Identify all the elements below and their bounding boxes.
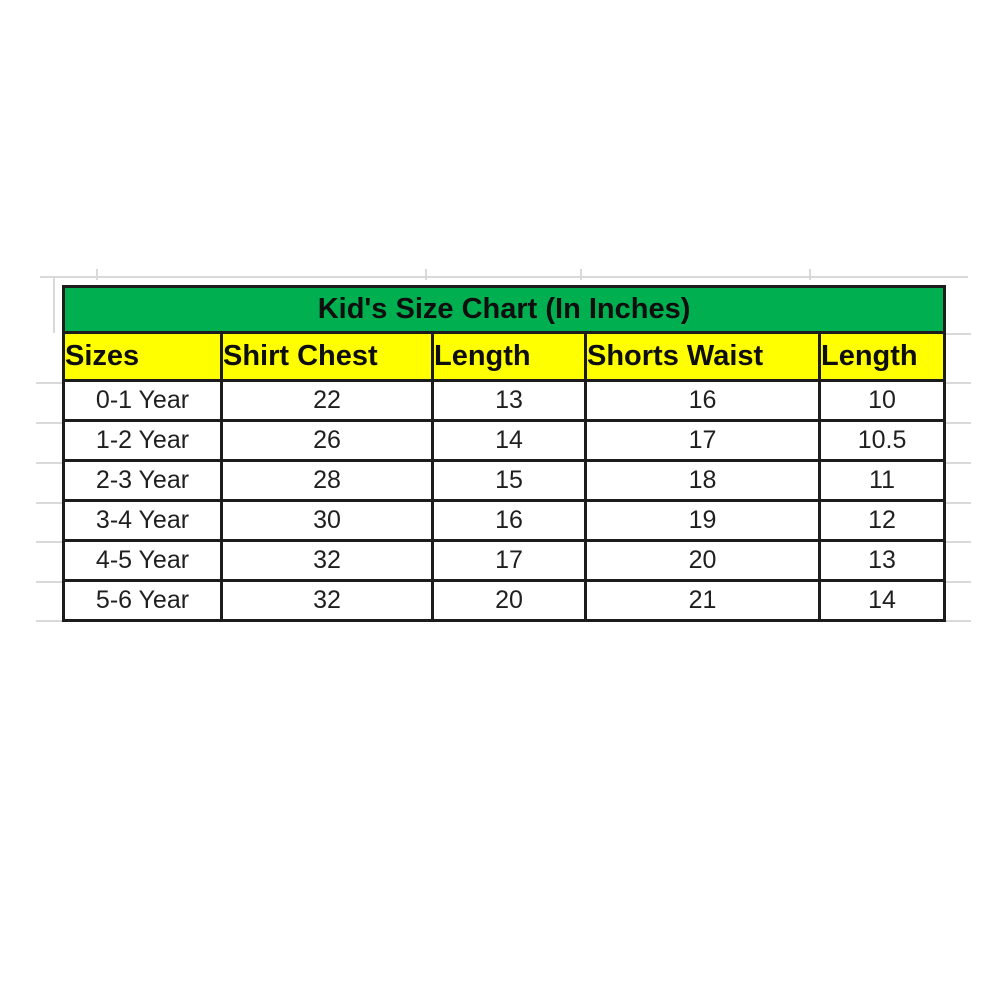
cell-shorts-waist: 16 bbox=[584, 379, 821, 422]
cell-size: 5-6 Year bbox=[62, 579, 223, 622]
cell-shirt-chest: 22 bbox=[220, 379, 434, 422]
header-row: Sizes Shirt Chest Length Shorts Waist Le… bbox=[62, 331, 947, 382]
cell-shirt-chest: 32 bbox=[220, 579, 434, 622]
cell-shorts-waist: 18 bbox=[584, 459, 821, 502]
cell-shirt-length: 17 bbox=[431, 539, 587, 582]
table-title: Kid's Size Chart (In Inches) bbox=[61, 285, 947, 334]
cell-shorts-length: 10.5 bbox=[817, 419, 947, 462]
table-row: 1-2 Year 26 14 17 10.5 bbox=[62, 419, 947, 462]
table-row: 3-4 Year 30 16 19 12 bbox=[62, 499, 947, 542]
cell-shirt-length: 14 bbox=[431, 419, 587, 462]
cell-size: 1-2 Year bbox=[62, 419, 223, 462]
cell-shorts-length: 10 bbox=[817, 379, 947, 422]
gridline bbox=[943, 502, 971, 504]
cell-shirt-length: 16 bbox=[431, 499, 587, 542]
size-chart-table: Kid's Size Chart (In Inches) Sizes Shirt… bbox=[61, 285, 947, 622]
cell-shirt-length: 15 bbox=[431, 459, 587, 502]
cell-shorts-waist: 17 bbox=[584, 419, 821, 462]
cell-shorts-length: 12 bbox=[817, 499, 947, 542]
table-row: 5-6 Year 32 20 21 14 bbox=[62, 579, 947, 622]
cell-shorts-length: 11 bbox=[817, 459, 947, 502]
table-row: 2-3 Year 28 15 18 11 bbox=[62, 459, 947, 502]
title-row: Kid's Size Chart (In Inches) bbox=[61, 285, 947, 334]
gridline bbox=[40, 276, 968, 278]
gridline bbox=[36, 462, 62, 464]
cell-shirt-chest: 32 bbox=[220, 539, 434, 582]
gridline bbox=[943, 382, 971, 384]
gridline bbox=[36, 422, 62, 424]
table-row: 4-5 Year 32 17 20 13 bbox=[62, 539, 947, 582]
cell-shorts-length: 14 bbox=[817, 579, 947, 622]
cell-shirt-chest: 30 bbox=[220, 499, 434, 542]
gridline bbox=[36, 581, 62, 583]
gridline bbox=[943, 462, 971, 464]
column-header-shorts-waist: Shorts Waist bbox=[584, 331, 821, 382]
gridline bbox=[943, 620, 971, 622]
gridline bbox=[36, 541, 62, 543]
column-header-shirt-length: Length bbox=[431, 331, 587, 382]
gridline bbox=[943, 581, 971, 583]
cell-shirt-chest: 28 bbox=[220, 459, 434, 502]
cell-size: 3-4 Year bbox=[62, 499, 223, 542]
gridline bbox=[943, 333, 971, 335]
gridline bbox=[943, 422, 971, 424]
cell-shorts-waist: 21 bbox=[584, 579, 821, 622]
gridline bbox=[943, 541, 971, 543]
gridline bbox=[36, 502, 62, 504]
cell-shorts-waist: 19 bbox=[584, 499, 821, 542]
cell-shirt-length: 20 bbox=[431, 579, 587, 622]
cell-shirt-chest: 26 bbox=[220, 419, 434, 462]
gridline bbox=[425, 269, 427, 280]
column-header-shirt-chest: Shirt Chest bbox=[220, 331, 434, 382]
column-header-shorts-length: Length bbox=[817, 331, 947, 382]
gridline bbox=[36, 382, 62, 384]
cell-size: 4-5 Year bbox=[62, 539, 223, 582]
table-row: 0-1 Year 22 13 16 10 bbox=[62, 379, 947, 422]
cell-size: 2-3 Year bbox=[62, 459, 223, 502]
gridline bbox=[809, 269, 811, 280]
gridline bbox=[53, 276, 55, 333]
cell-shorts-length: 13 bbox=[817, 539, 947, 582]
cell-shirt-length: 13 bbox=[431, 379, 587, 422]
gridline bbox=[96, 269, 98, 280]
gridline bbox=[580, 269, 582, 280]
cell-size: 0-1 Year bbox=[62, 379, 223, 422]
cell-shorts-waist: 20 bbox=[584, 539, 821, 582]
gridline bbox=[36, 620, 62, 622]
column-header-sizes: Sizes bbox=[62, 331, 223, 382]
